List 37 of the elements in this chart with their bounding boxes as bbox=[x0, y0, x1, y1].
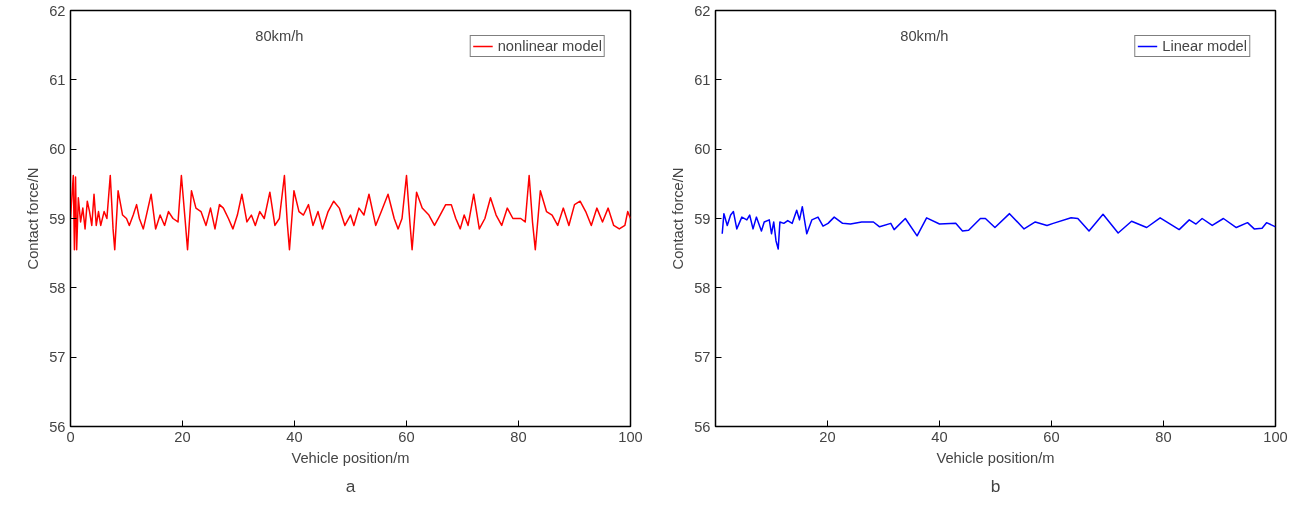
line-series bbox=[70, 174, 631, 251]
text: a bbox=[345, 475, 356, 496]
y-tick-label: 57 bbox=[694, 349, 711, 366]
y-tick-label: 56 bbox=[694, 418, 711, 435]
y-tick-label: 61 bbox=[49, 71, 66, 88]
annotation: 80km/h bbox=[900, 27, 949, 44]
x-tick-label: 60 bbox=[1043, 428, 1060, 445]
x-tick-label: 80 bbox=[510, 428, 527, 445]
y-axis-title: Contact force/N bbox=[25, 167, 42, 270]
line-series bbox=[721, 205, 1276, 250]
y-tick-label: 61 bbox=[694, 71, 711, 88]
y-tick-label: 56 bbox=[49, 418, 66, 435]
x-tick-label: 100 bbox=[618, 428, 643, 445]
x-tick-label: 60 bbox=[398, 428, 415, 445]
x-tick-label: 20 bbox=[819, 428, 836, 445]
x-tick-label: 100 bbox=[1263, 428, 1288, 445]
x-axis-title: Vehicle position/m bbox=[936, 449, 1055, 466]
y-tick-label: 58 bbox=[694, 279, 711, 296]
y-axis-title: Contact force/N bbox=[670, 167, 687, 270]
y-tick-label: 59 bbox=[49, 210, 66, 227]
legend-label: nonlinear model bbox=[497, 38, 602, 54]
y-tick-label: 57 bbox=[49, 349, 66, 366]
y-tick-label: 60 bbox=[694, 141, 711, 158]
y-tick-label: 59 bbox=[694, 210, 711, 227]
x-tick-label: 80 bbox=[1155, 428, 1172, 445]
x-tick-label: 40 bbox=[931, 428, 948, 445]
x-axis-title: Vehicle position/m bbox=[291, 449, 410, 466]
legend-label: Linear model bbox=[1162, 38, 1247, 54]
y-tick-label: 60 bbox=[49, 141, 66, 158]
y-tick-label: 62 bbox=[694, 2, 711, 19]
annotation: 80km/h bbox=[255, 27, 304, 44]
text: b bbox=[990, 475, 1001, 496]
x-tick-label: 40 bbox=[286, 428, 303, 445]
x-tick-label: 20 bbox=[174, 428, 191, 445]
y-tick-label: 62 bbox=[49, 2, 66, 19]
y-tick-label: 58 bbox=[49, 279, 66, 296]
x-tick-label: 0 bbox=[66, 428, 75, 445]
